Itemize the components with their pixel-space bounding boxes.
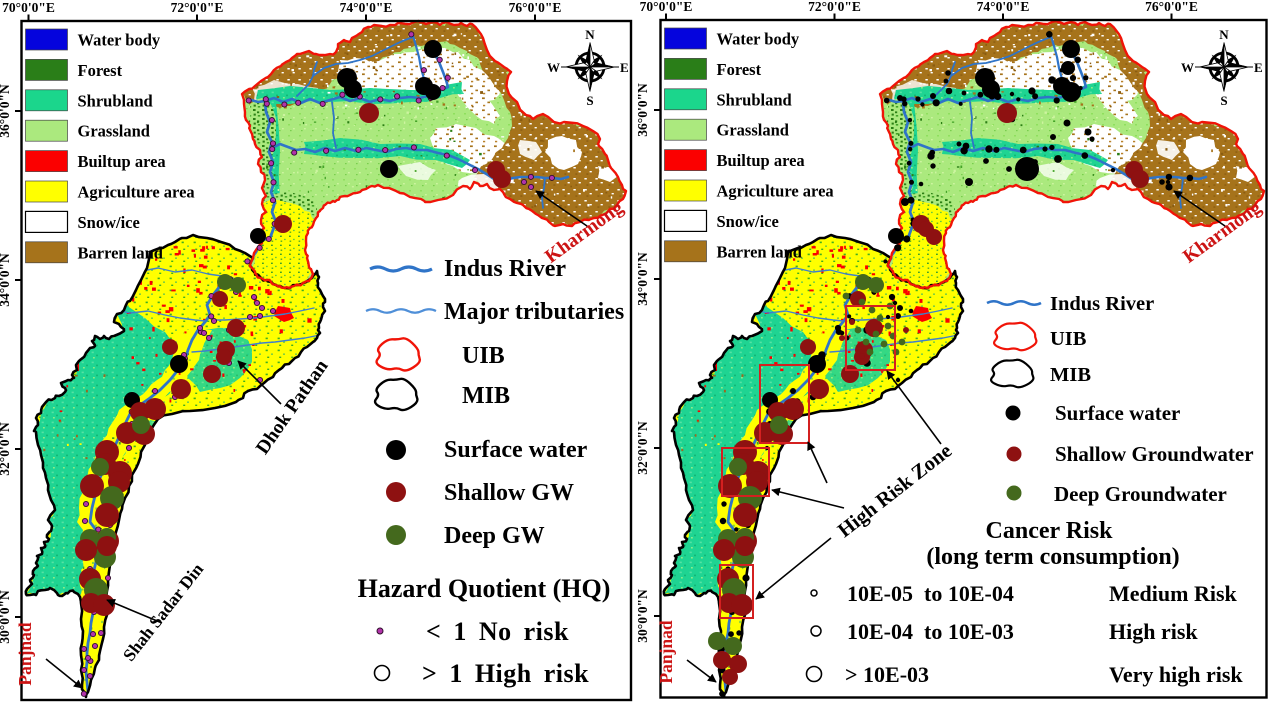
svg-text:Grassland: Grassland [78,122,150,141]
svg-text:MIB: MIB [1050,364,1091,386]
svg-text:Shallow Groundwater: Shallow Groundwater [1055,442,1254,466]
svg-text:MIB: MIB [462,383,510,409]
svg-text:Water body: Water body [78,31,161,50]
svg-text:S: S [1220,93,1227,108]
svg-text:36°0'0"N: 36°0'0"N [635,83,650,137]
svg-text:E: E [1254,60,1263,75]
svg-text:> 1 High risk: > 1 High risk [422,659,589,688]
svg-text:Grassland: Grassland [717,121,789,140]
svg-text:Deep Groundwater: Deep Groundwater [1054,482,1227,506]
svg-text:Water body: Water body [717,30,800,49]
svg-text:Barren land: Barren land [78,243,163,262]
svg-text:74°0'0"E: 74°0'0"E [340,0,393,15]
svg-text:Surface water: Surface water [444,437,588,463]
svg-text:10E-04 to 10E-03: 10E-04 to 10E-03 [847,619,1014,644]
svg-text:Surface water: Surface water [1055,401,1180,425]
svg-text:UIB: UIB [1050,328,1087,350]
svg-text:70°0'0"E: 70°0'0"E [640,0,693,14]
svg-text:Shrubland: Shrubland [78,91,153,110]
svg-text:Shallow GW: Shallow GW [444,480,574,506]
svg-text:Panjnad: Panjnad [15,622,35,685]
svg-text:Forest: Forest [78,61,123,80]
svg-text:High risk: High risk [1109,619,1198,644]
svg-text:Indus River: Indus River [444,256,566,282]
svg-text:70°0'0"E: 70°0'0"E [2,0,55,15]
svg-text:72°0'0"E: 72°0'0"E [171,0,224,15]
svg-text:Major tributaries: Major tributaries [444,299,624,325]
svg-text:Cancer Risk: Cancer Risk [986,518,1114,544]
svg-text:Builtup area: Builtup area [78,152,166,171]
svg-text:32°0'0"N: 32°0'0"N [0,422,12,476]
svg-text:< 1 No risk: < 1 No risk [426,617,569,646]
svg-text:34°0'0"N: 34°0'0"N [0,253,12,307]
svg-text:Very high risk: Very high risk [1109,662,1243,687]
svg-text:> 10E-03: > 10E-03 [845,662,929,687]
svg-text:Agriculture area: Agriculture area [717,182,834,201]
svg-text:E: E [620,60,629,75]
svg-text:Shrubland: Shrubland [717,90,792,109]
svg-text:N: N [585,27,595,42]
svg-text:Snow/ice: Snow/ice [78,213,140,232]
svg-text:Hazard Quotient (HQ): Hazard Quotient (HQ) [358,574,611,603]
svg-text:W: W [547,60,560,75]
svg-text:30°0'0"N: 30°0'0"N [635,589,650,643]
svg-text:Forest: Forest [717,60,762,79]
svg-text:Medium Risk: Medium Risk [1109,581,1238,606]
svg-text:Barren land: Barren land [717,242,802,261]
svg-text:S: S [586,93,593,108]
svg-text:Builtup area: Builtup area [717,151,805,170]
svg-text:32°0'0"N: 32°0'0"N [635,421,650,475]
svg-text:Deep GW: Deep GW [444,523,545,549]
svg-text:W: W [1181,60,1194,75]
svg-text:UIB: UIB [462,343,505,369]
svg-text:36°0'0"N: 36°0'0"N [0,84,12,138]
svg-text:N: N [1219,27,1229,42]
svg-text:Agriculture area: Agriculture area [78,183,195,202]
svg-text:Indus River: Indus River [1050,293,1154,315]
svg-text:Snow/ice: Snow/ice [717,212,779,231]
svg-text:(long term consumption): (long term consumption) [926,544,1179,570]
svg-text:76°0'0"E: 76°0'0"E [509,0,562,15]
svg-text:Panjnad: Panjnad [656,620,676,683]
svg-text:10E-05 to 10E-04: 10E-05 to 10E-04 [847,581,1014,606]
svg-text:34°0'0"N: 34°0'0"N [635,252,650,306]
svg-text:72°0'0"E: 72°0'0"E [808,0,861,14]
svg-text:76°0'0"E: 76°0'0"E [1145,0,1198,14]
svg-text:74°0'0"E: 74°0'0"E [977,0,1030,14]
svg-text:30°0'0"N: 30°0'0"N [0,590,12,644]
